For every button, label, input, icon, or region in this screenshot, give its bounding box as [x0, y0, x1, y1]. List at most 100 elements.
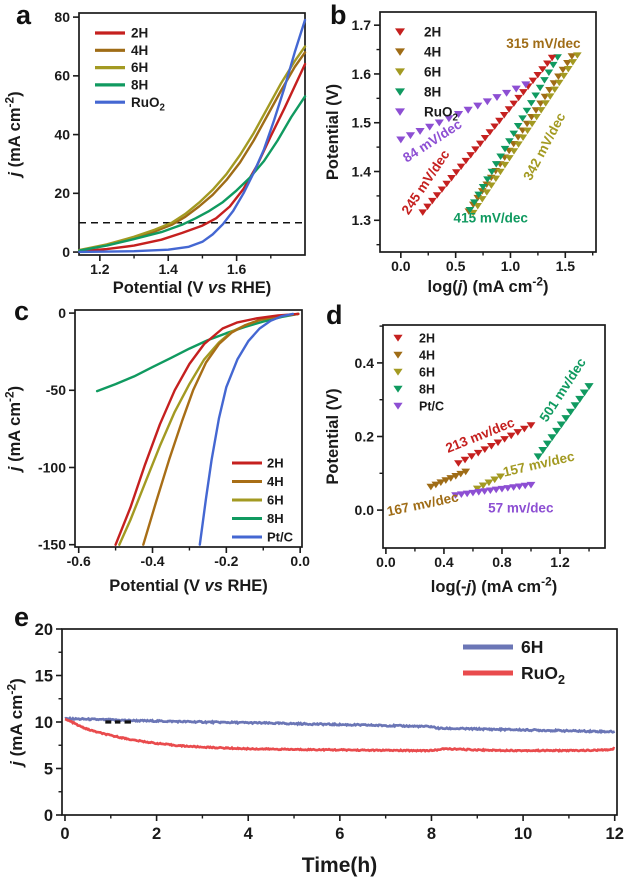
series-8H: [95, 312, 300, 393]
svg-text:0: 0: [60, 825, 69, 843]
x-axis: 0 2 4 6 8 10 12: [60, 815, 624, 843]
series-4H: [426, 468, 471, 491]
svg-text:80: 80: [54, 9, 70, 25]
svg-text:0: 0: [44, 807, 53, 825]
series: [426, 383, 594, 499]
legend-label: Pt/C: [419, 399, 444, 413]
x-axis: 1.2 1.4 1.6: [90, 255, 272, 277]
legend-label: RuO2: [424, 105, 458, 124]
svg-text:12: 12: [606, 825, 624, 843]
x-axis: 0.0 0.5 1.0 1.5: [391, 252, 594, 274]
series: [78, 18, 307, 254]
svg-text:-50: -50: [46, 382, 66, 398]
annotations: 57 mv/dec: [488, 500, 554, 515]
legend: 2H 4H 6H 8H Pt/C: [232, 455, 294, 544]
series-2H: [418, 54, 557, 216]
slope-annotation: 415 mV/dec: [454, 211, 529, 226]
series-RuO2: [396, 81, 531, 144]
x-axis-label: Potential (V vs RHE): [113, 279, 272, 297]
legend-label: 8H: [419, 382, 435, 396]
slope-annotation: 167 mv/dec: [385, 489, 460, 519]
legend-label: 2H: [424, 25, 441, 40]
svg-text:0.4: 0.4: [355, 355, 375, 371]
svg-text:1.6: 1.6: [227, 261, 247, 277]
plot-box: [74, 309, 303, 548]
axis-labels: log(-j) (mA cm-2) Potential (V): [324, 388, 557, 596]
panel-a-label: a: [16, 0, 32, 30]
svg-text:20: 20: [35, 621, 53, 639]
legend-label: Pt/C: [267, 529, 294, 544]
legend-label: 6H: [267, 492, 284, 507]
annotations: 415 mV/dec: [454, 211, 529, 226]
slope-annotation: 213 mv/dec: [443, 414, 517, 455]
axis-labels: log(j) (mA cm-2) Potential (V): [324, 84, 548, 296]
x-axis: -0.6 -0.4 -0.2 0.0: [67, 547, 310, 569]
svg-text:-0.6: -0.6: [67, 553, 91, 569]
legend: 6H RuO2: [463, 637, 565, 687]
annotations: 157 mv/dec: [502, 449, 577, 480]
svg-text:15: 15: [35, 667, 53, 685]
svg-text:0.0: 0.0: [391, 258, 411, 274]
svg-text:1.7: 1.7: [352, 17, 372, 33]
svg-text:1.5: 1.5: [556, 258, 576, 274]
plot-box: [78, 12, 306, 256]
plot-box: [379, 11, 597, 253]
x-axis-label: Time(h): [302, 854, 377, 877]
panel-c-label: c: [14, 296, 30, 326]
series-4H: [78, 51, 307, 252]
series: [396, 52, 582, 217]
series-2H: [78, 62, 307, 253]
legend-label: 4H: [131, 43, 148, 58]
svg-text:1.2: 1.2: [550, 554, 570, 570]
svg-text:-100: -100: [38, 459, 66, 475]
series-4H: [142, 312, 300, 546]
svg-text:-150: -150: [38, 537, 66, 553]
series-Pt/C: [451, 481, 536, 499]
legend: 2H 4H 6H 8H RuO2: [95, 26, 165, 114]
annotations: 315 mV/dec: [506, 36, 581, 51]
svg-text:8: 8: [427, 825, 436, 843]
legend: 2H 4H 6H 8H RuO2: [395, 25, 458, 124]
svg-text:0.8: 0.8: [492, 554, 512, 570]
legend-label: 2H: [267, 455, 284, 470]
panel-b-chart: 0.0 0.5 1.0 1.5 1.3 1.4 1.5 1.6 1.7 2H 4H 6H 8H RuO2 3…: [324, 11, 597, 296]
series-RuO2: [78, 18, 307, 254]
panel-d-label: d: [326, 300, 343, 330]
series-8H: [465, 54, 562, 214]
svg-text:0.0: 0.0: [376, 554, 396, 570]
axis-labels: Potential (V vs RHE) j (mA cm-2): [3, 386, 268, 595]
series: [64, 715, 616, 753]
svg-text:4: 4: [244, 825, 254, 843]
annotations: 342 mV/dec: [520, 110, 568, 183]
y-axis: 0 -50 -100 -150: [38, 305, 75, 553]
y-axis: 0 5 10 15 20: [35, 621, 62, 825]
svg-text:20: 20: [54, 185, 70, 201]
legend-label: 2H: [131, 26, 148, 41]
y-axis: 1.3 1.4 1.5 1.6 1.7: [352, 17, 380, 246]
legend-label: RuO2: [131, 95, 165, 114]
panel-e-label: e: [14, 602, 30, 632]
svg-text:0.0: 0.0: [290, 553, 310, 569]
svg-text:1.5: 1.5: [352, 115, 372, 131]
series-2H: [454, 422, 536, 467]
svg-text:1.4: 1.4: [159, 261, 179, 277]
svg-text:40: 40: [54, 126, 70, 142]
svg-text:1.0: 1.0: [501, 258, 521, 274]
svg-text:1.2: 1.2: [90, 261, 110, 277]
series-8H: [78, 95, 307, 252]
legend: 2H 4H 6H 8H Pt/C: [393, 331, 444, 413]
x-axis: 0.0 0.4 0.8 1.2: [376, 548, 590, 570]
annotations: 213 mv/dec: [443, 414, 517, 455]
series-2H: [114, 312, 300, 546]
panel-b-label: b: [330, 0, 347, 30]
panel-e-chart: 0 2 4 6 8 10 12 0 5 10 15 20 6H RuO2 Time(h) j (mA cm-2…: [5, 621, 624, 877]
slope-annotation: 315 mV/dec: [506, 36, 581, 51]
svg-text:0.0: 0.0: [355, 502, 375, 518]
panel-c-chart: -0.6 -0.4 -0.2 0.00-50-100-1502H4H6H8HPt/CP…: [3, 305, 310, 595]
svg-text:60: 60: [54, 68, 70, 84]
svg-text:0.5: 0.5: [446, 258, 466, 274]
series-6H: [472, 473, 505, 493]
svg-text:2: 2: [152, 825, 161, 843]
series: [95, 312, 300, 546]
